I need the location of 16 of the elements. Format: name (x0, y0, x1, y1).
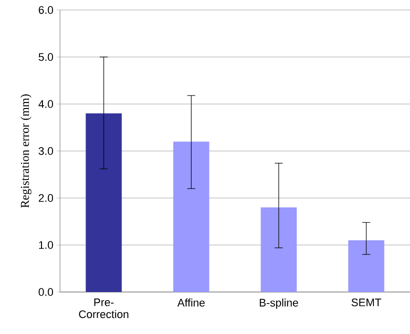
y-tick-label: 5.0 (38, 53, 54, 61)
x-tick-label: SEMT (352, 298, 382, 306)
bar (260, 207, 297, 292)
bar (86, 113, 122, 292)
x-tick-label: Affine (177, 298, 205, 307)
x-tick-label: B-spline (260, 298, 298, 309)
y-tick-label: 3.0 (38, 147, 54, 155)
y-tick-label: 1.0 (39, 241, 54, 249)
y-tick-label: 0.0 (38, 288, 54, 296)
y-tick-label: 2.0 (38, 194, 54, 202)
y-tick-label: 4.0 (38, 100, 54, 108)
bar (348, 240, 384, 292)
y-axis-title: Registration error (mm) (20, 94, 32, 208)
x-tick-label: Pre-Correction (79, 298, 128, 318)
bar (173, 142, 210, 292)
y-tick-label: 6.0 (38, 6, 54, 14)
